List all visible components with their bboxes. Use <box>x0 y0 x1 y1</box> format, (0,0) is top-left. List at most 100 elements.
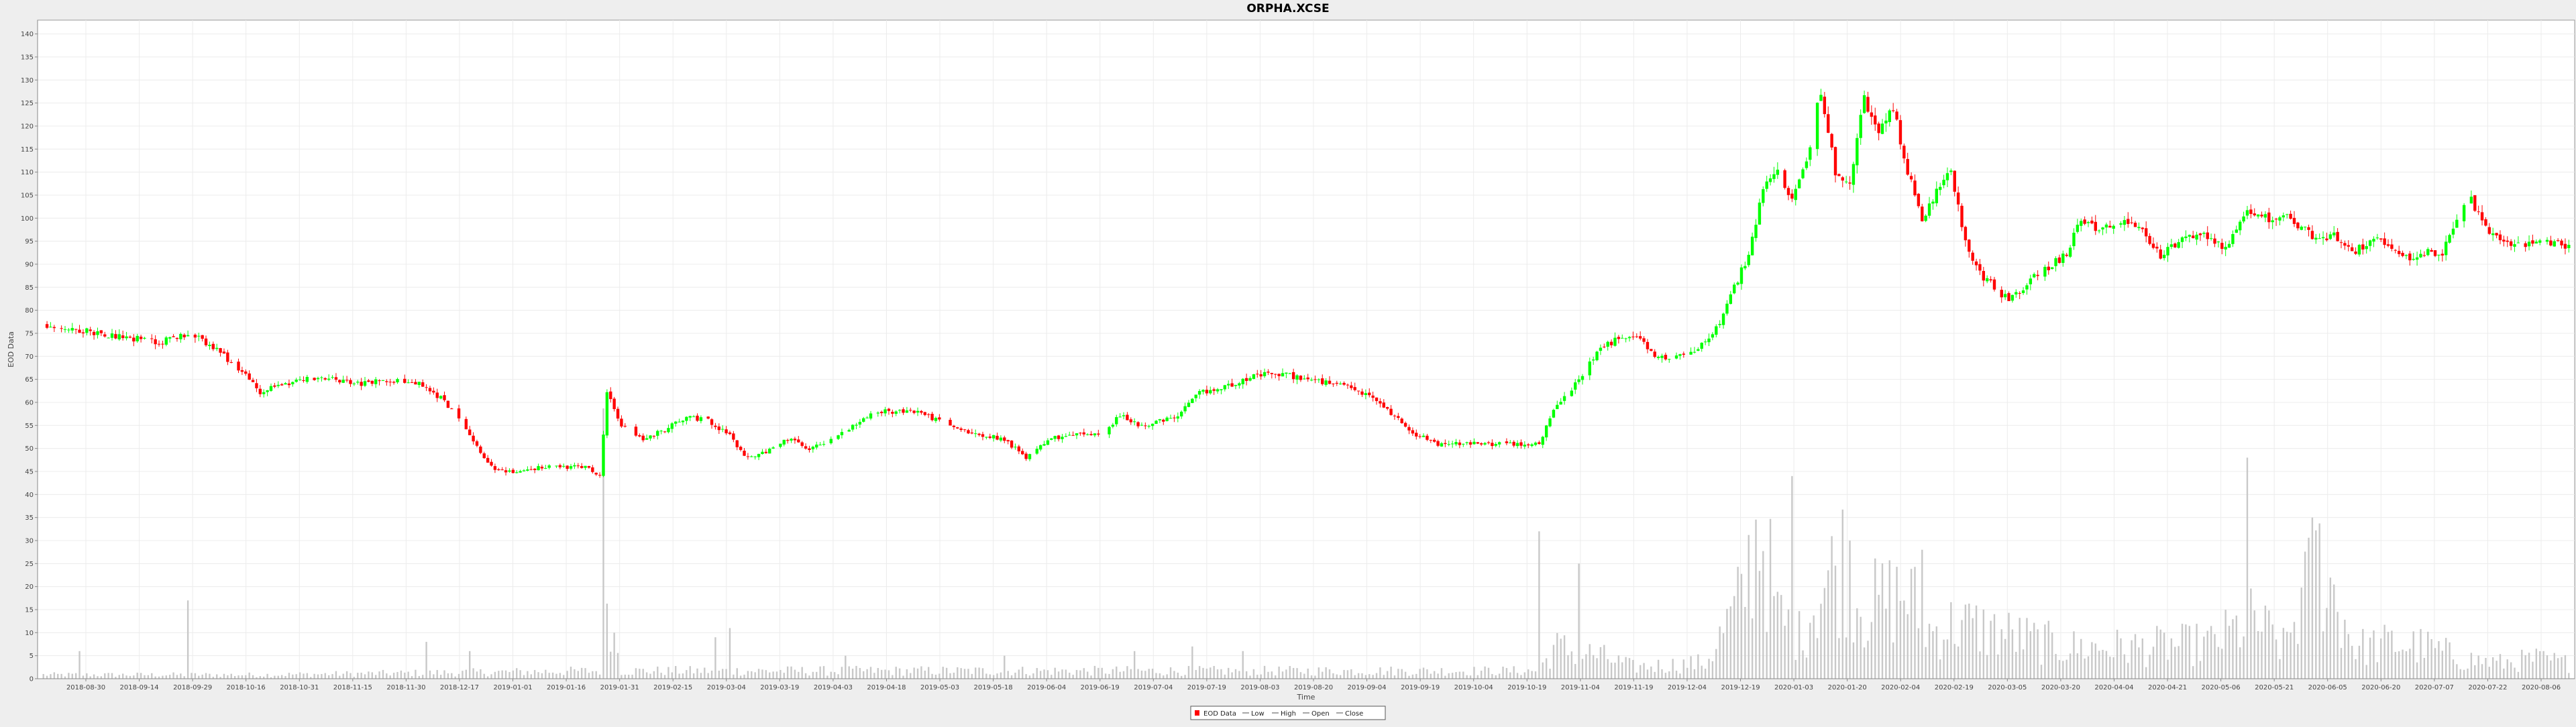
volume-bar <box>700 673 702 679</box>
candle-body <box>493 466 497 470</box>
candle-body <box>883 409 887 414</box>
volume-bar <box>1888 560 1890 679</box>
volume-bar <box>1733 596 1735 679</box>
volume-bar <box>1116 666 1118 679</box>
candle-body <box>1223 385 1227 390</box>
volume-bar <box>2539 651 2541 679</box>
volume-bar <box>2221 649 2223 679</box>
candle-body <box>1415 433 1418 437</box>
volume-bar <box>1838 638 1840 679</box>
volume-bar <box>1260 674 1262 679</box>
candle-body <box>1750 236 1754 256</box>
volume-bar <box>1523 672 1526 679</box>
candle-body <box>338 380 341 383</box>
candle-body <box>1942 180 1945 186</box>
volume-bar <box>2188 626 2191 679</box>
candle-body <box>2390 244 2394 249</box>
candle-body <box>2455 219 2459 228</box>
candle-body <box>1403 423 1407 427</box>
candle-body <box>1205 390 1209 394</box>
x-tick-label: 2020-08-06 <box>2522 684 2561 691</box>
volume-bar <box>1119 671 1121 679</box>
volume-bar <box>303 673 305 679</box>
volume-bar <box>2318 523 2320 679</box>
volume-bar <box>331 674 333 679</box>
candle-body <box>490 461 493 466</box>
volume-bar <box>902 675 904 679</box>
volume-bar <box>1603 645 1605 679</box>
candle-body <box>1552 410 1556 418</box>
candle-body <box>1642 338 1646 342</box>
volume-bar <box>2163 632 2165 679</box>
volume-bar <box>1545 658 1548 679</box>
candle-body <box>468 429 472 435</box>
x-tick-label: 2020-07-22 <box>2468 684 2507 691</box>
candle-body <box>1454 442 1458 445</box>
candle-body <box>1440 443 1444 447</box>
candle-body <box>1274 374 1277 375</box>
volume-bar <box>1964 604 1967 679</box>
candle-body <box>2253 213 2256 216</box>
volume-bar <box>1758 571 1761 679</box>
candle-body <box>472 435 475 442</box>
candle-body <box>1118 416 1122 418</box>
volume-bar <box>50 674 52 679</box>
volume-bar <box>913 667 915 679</box>
volume-bar <box>252 675 254 679</box>
candle-body <box>1468 442 1472 445</box>
volume-bar <box>1481 670 1483 679</box>
volume-bar <box>1701 665 1703 679</box>
candle-body <box>2527 241 2531 247</box>
candle-body <box>219 348 222 353</box>
candle-body <box>1621 337 1624 339</box>
legend-item-label: EOD Data <box>1203 710 1236 718</box>
volume-bar <box>1022 667 1024 679</box>
x-tick-label: 2020-03-20 <box>2041 684 2080 691</box>
volume-bar <box>483 673 485 679</box>
x-tick-label: 2018-09-29 <box>173 684 212 691</box>
candle-body <box>2379 238 2383 240</box>
volume-bar <box>1299 672 1302 679</box>
volume-bar <box>1625 657 1627 679</box>
volume-bar <box>1278 666 1280 679</box>
volume-bar <box>404 672 406 679</box>
volume-bar <box>1585 654 1587 679</box>
candle-body <box>692 416 696 417</box>
volume-bar <box>2423 657 2426 679</box>
candle-body <box>201 335 204 339</box>
volume-bar <box>566 671 568 679</box>
volume-bar <box>801 667 803 679</box>
candle-body <box>2184 236 2188 239</box>
candle-body <box>334 377 338 380</box>
candle-body <box>1530 444 1534 446</box>
volume-bar <box>1448 673 1450 679</box>
volume-bar <box>794 669 796 679</box>
volume-bar <box>345 671 348 679</box>
candle-body <box>1046 440 1050 445</box>
volume-bar <box>2304 551 2306 679</box>
x-tick-label: 2019-08-20 <box>1294 684 1333 691</box>
volume-bar <box>1650 666 1652 679</box>
candle-body <box>1627 337 1631 339</box>
x-tick-label: 2018-08-30 <box>66 684 105 691</box>
volume-bar <box>2481 664 2483 679</box>
candle-body <box>2278 217 2282 221</box>
volume-bar <box>168 675 171 679</box>
volume-bar <box>1903 600 1905 679</box>
candle-body <box>164 337 168 345</box>
volume-bar <box>1364 675 1367 679</box>
volume-bar <box>816 671 818 679</box>
candle-body <box>1884 120 1888 124</box>
volume-bar <box>107 673 109 679</box>
candle-body <box>446 400 450 408</box>
volume-bar <box>2528 653 2530 679</box>
candle-body <box>2086 222 2090 223</box>
candle-body <box>1379 401 1382 404</box>
volume-bar <box>151 673 153 679</box>
candle-body <box>125 336 128 339</box>
volume-bar <box>1173 671 1175 679</box>
candle-body <box>2198 233 2202 235</box>
candle-body <box>808 448 811 450</box>
volume-bar <box>2521 649 2523 679</box>
candle-body <box>786 440 790 441</box>
